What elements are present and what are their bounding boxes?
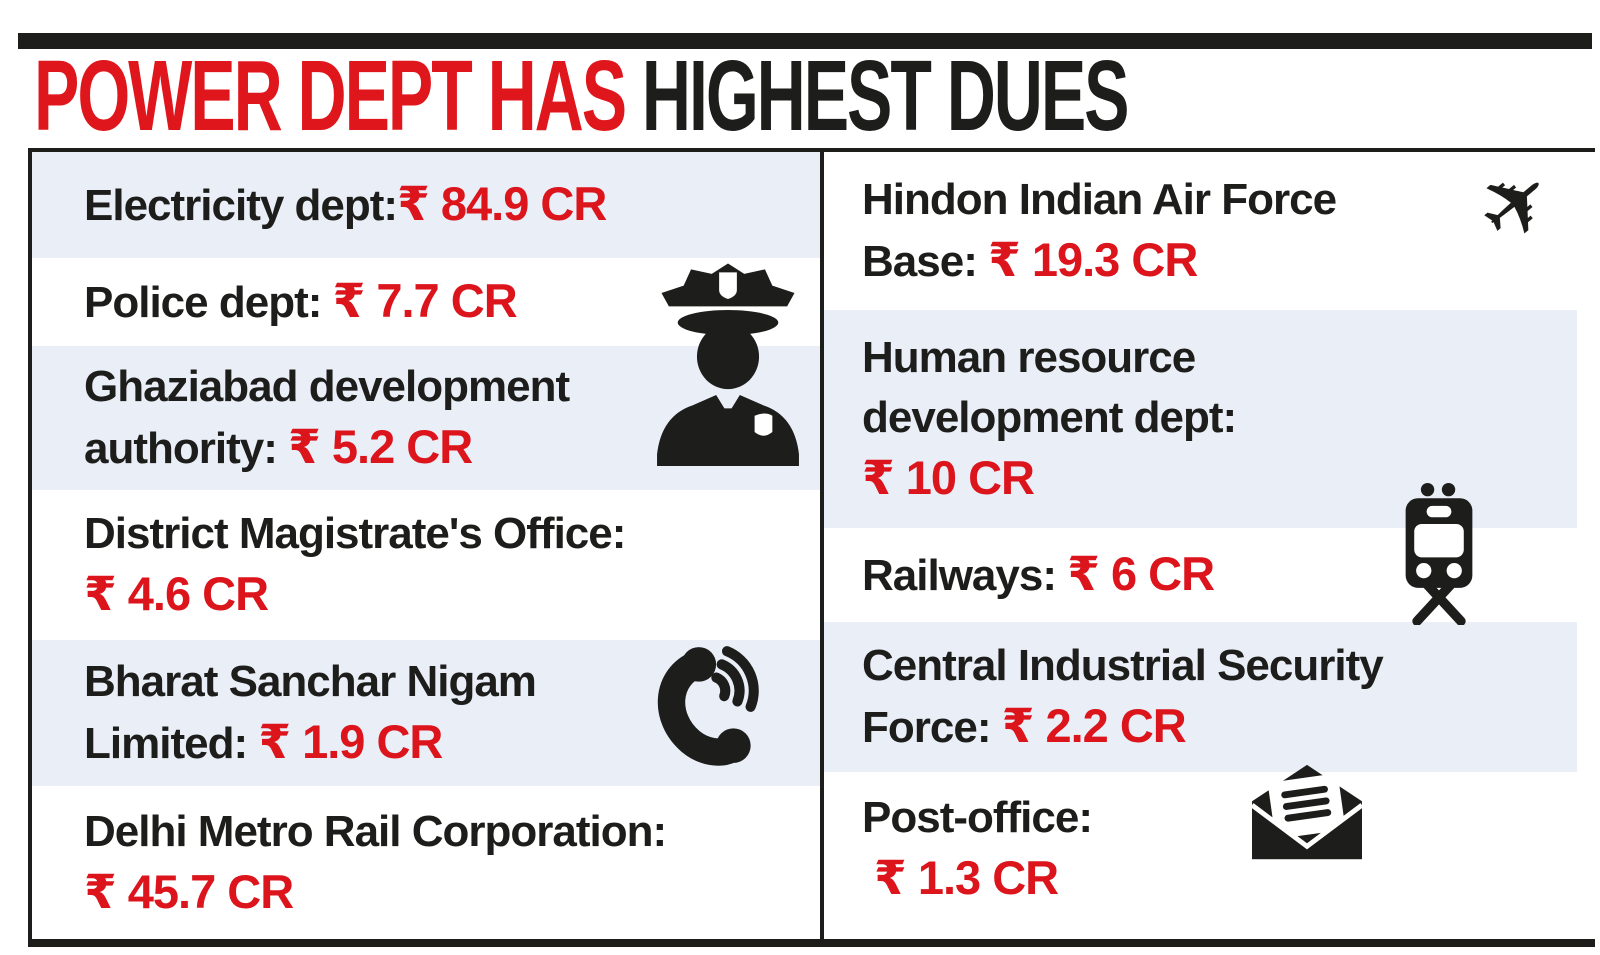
- row-central-industrial-security-force: Central Industrial Security Force: ₹ 2.2…: [824, 622, 1577, 772]
- row-post-office: Post-office: ₹ 1.3 CR: [824, 772, 1577, 939]
- dues-value: ₹ 7.7 CR: [332, 274, 518, 327]
- police-officer-icon: [654, 262, 802, 466]
- row-district-magistrates-office: District Magistrate's Office: ₹ 4.6 CR: [32, 490, 820, 640]
- dues-table-panel: Electricity dept:₹ 84.9 CR Police dept: …: [28, 145, 1595, 947]
- title-red-segment: POWER DEPT HAS: [34, 40, 642, 152]
- dept-label: Post-office:: [862, 793, 1093, 842]
- row-railways: Railways: ₹ 6 CR: [824, 528, 1577, 622]
- dues-value: ₹ 19.3 CR: [988, 233, 1198, 286]
- dept-label: Human resource development dept:: [862, 333, 1237, 442]
- dept-label: Central Industrial Security Force:: [862, 641, 1384, 752]
- row-electricity-dept: Electricity dept:₹ 84.9 CR: [32, 152, 820, 258]
- row-hindon-air-force-base: Hindon Indian Air Force Base: ₹ 19.3 CR: [824, 152, 1577, 310]
- dues-value: ₹ 2.2 CR: [1001, 699, 1187, 752]
- row-police-dept: Police dept: ₹ 7.7 CR: [32, 258, 820, 346]
- dept-label: District Magistrate's Office:: [84, 509, 626, 558]
- train-icon: [1398, 482, 1480, 625]
- dues-value: ₹ 1.9 CR: [258, 715, 443, 768]
- top-rule-bar: [18, 33, 1592, 49]
- dues-value: ₹ 1.3 CR: [862, 851, 1059, 904]
- dept-label: Railways:: [862, 551, 1068, 600]
- title-black-segment: HIGHEST DUES: [641, 40, 1130, 152]
- dues-value: ₹ 45.7 CR: [84, 864, 294, 918]
- dept-label: Electricity dept:: [84, 181, 398, 230]
- right-column: Hindon Indian Air Force Base: ₹ 19.3 CR …: [824, 152, 1577, 939]
- dues-value: ₹ 4.6 CR: [84, 567, 269, 620]
- dept-label: Delhi Metro Rail Corporation:: [84, 806, 667, 856]
- telephone-handset-icon: [648, 642, 770, 768]
- dept-label: Hindon Indian Air Force Base:: [862, 175, 1337, 286]
- row-delhi-metro-rail-corporation: Delhi Metro Rail Corporation: ₹ 45.7 CR: [32, 786, 820, 939]
- column-divider-rule: [820, 152, 824, 939]
- dues-value: ₹ 10 CR: [862, 451, 1035, 504]
- page-title: POWER DEPT HAS HIGHEST DUES: [34, 44, 1130, 148]
- dept-label: Bharat Sanchar Nigam Limited:: [84, 657, 537, 768]
- dept-label: Police dept:: [84, 278, 333, 327]
- open-envelope-mail-icon: [1244, 760, 1370, 864]
- right-gutter: [1577, 152, 1595, 939]
- dept-label: Ghaziabad development authority:: [84, 362, 570, 473]
- dues-value: ₹ 5.2 CR: [288, 420, 473, 473]
- dues-value: ₹ 6 CR: [1067, 547, 1215, 600]
- dues-value: ₹ 84.9 CR: [397, 177, 607, 230]
- left-column: Electricity dept:₹ 84.9 CR Police dept: …: [32, 152, 820, 939]
